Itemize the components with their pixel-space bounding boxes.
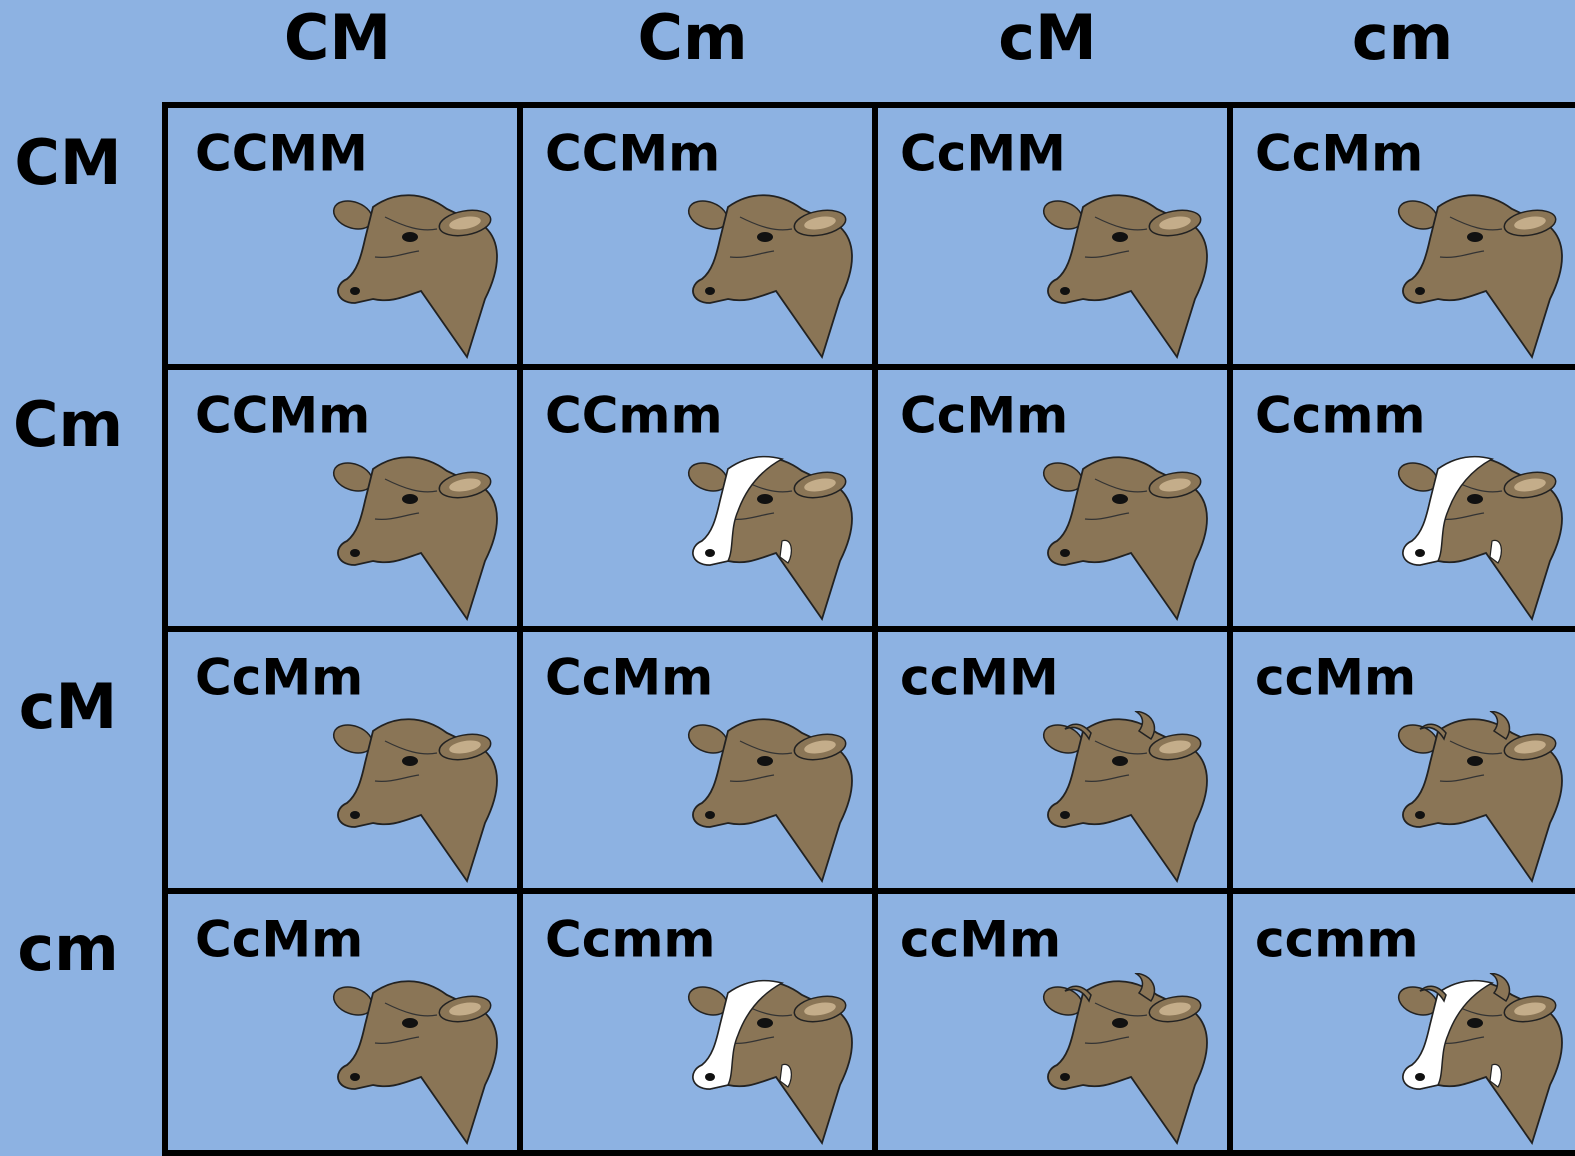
cow-head	[1038, 194, 1208, 358]
cow-head	[683, 194, 853, 358]
cow-head	[328, 456, 498, 620]
row-header: cM	[19, 670, 117, 743]
cow-head	[1393, 718, 1563, 882]
row-header: CM	[14, 126, 121, 199]
genotype-label: CCMm	[195, 387, 370, 445]
cow-head	[328, 194, 498, 358]
genotype-label: CCmm	[545, 387, 723, 445]
cow-head	[1038, 456, 1208, 620]
genotype-label: CCMm	[545, 125, 720, 183]
grid	[162, 102, 1575, 1156]
column-header: CM	[284, 1, 391, 74]
genotype-label: CcMm	[1255, 125, 1423, 183]
column-header: Cm	[637, 1, 747, 74]
cow-head	[1038, 718, 1208, 882]
genotype-label: ccMm	[1255, 649, 1416, 707]
genotype-label: ccMm	[900, 911, 1061, 969]
genotype-label: ccmm	[1255, 911, 1418, 969]
row-header: cm	[17, 912, 118, 985]
genotype-label: Ccmm	[1255, 387, 1426, 445]
genotype-label: CcMM	[900, 125, 1066, 183]
genotype-label: CcMm	[195, 649, 363, 707]
genotype-label: CcMm	[900, 387, 1068, 445]
cow-head	[1038, 980, 1208, 1144]
column-header: cm	[1352, 1, 1453, 74]
genotype-label: Ccmm	[545, 911, 716, 969]
cow-head	[683, 718, 853, 882]
genotype-label: CcMm	[195, 911, 363, 969]
cow-head	[1393, 194, 1563, 358]
row-header: Cm	[13, 388, 123, 461]
genotype-label: ccMM	[900, 649, 1059, 707]
cow-head	[328, 980, 498, 1144]
genotype-label: CcMm	[545, 649, 713, 707]
cow-head	[328, 718, 498, 882]
genotype-label: CCMM	[195, 125, 368, 183]
column-header: cM	[998, 1, 1096, 74]
